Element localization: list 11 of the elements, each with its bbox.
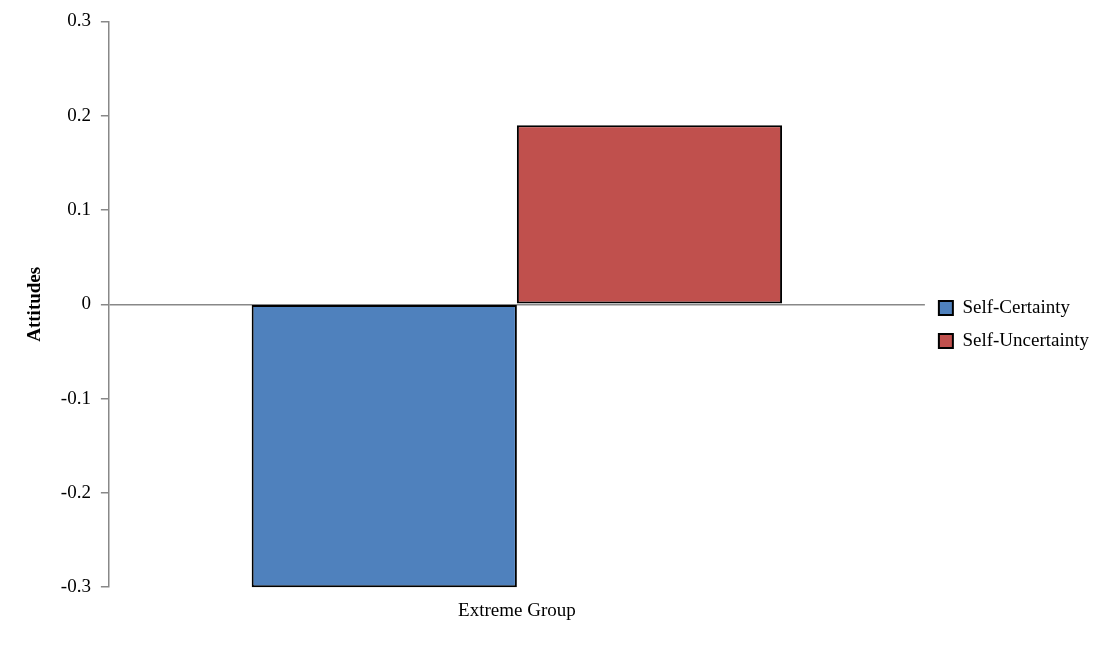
y-tick-label: 0: [81, 292, 91, 314]
y-tick-label: -0.1: [60, 386, 91, 408]
y-tick-label: 0.1: [67, 197, 91, 219]
x-tick-label: Extreme Group: [458, 598, 576, 620]
legend-label: Self-Uncertainty: [962, 328, 1090, 350]
y-tick-label: -0.3: [60, 575, 91, 597]
y-axis-title: Attitudes: [23, 266, 45, 342]
y-tick-label: -0.2: [60, 480, 91, 502]
legend-label: Self-Certainty: [962, 295, 1071, 317]
y-tick-label: 0.3: [67, 9, 91, 31]
y-tick-label: 0.2: [67, 103, 91, 125]
